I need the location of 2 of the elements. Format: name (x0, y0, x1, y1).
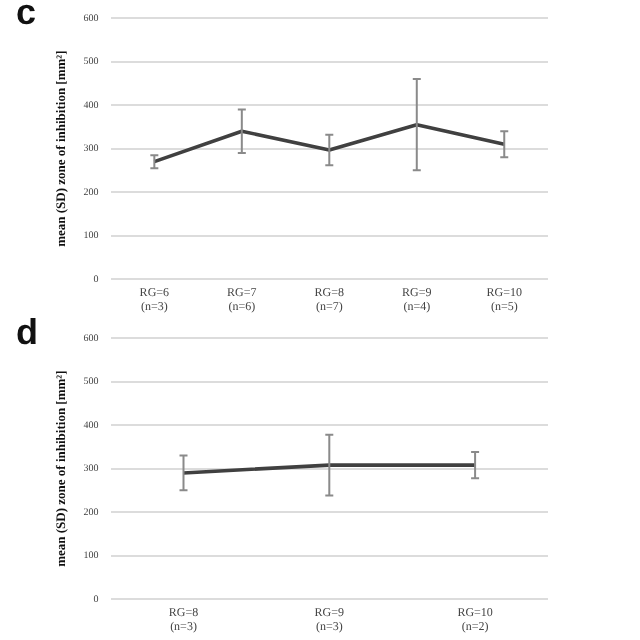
chart-title: c (16, 0, 37, 34)
chart-title: d (16, 312, 38, 354)
